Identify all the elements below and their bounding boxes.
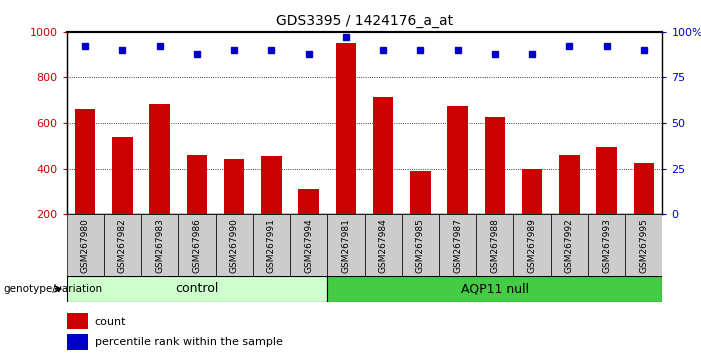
Text: genotype/variation: genotype/variation [4,284,102,294]
Text: GSM267993: GSM267993 [602,218,611,273]
Bar [299,189,319,214]
Text: control: control [175,282,219,295]
Bar [365,214,402,276]
Text: GSM267991: GSM267991 [267,218,276,273]
Text: GSM267981: GSM267981 [341,218,350,273]
Text: GSM267986: GSM267986 [193,218,201,273]
Title: GDS3395 / 1424176_a_at: GDS3395 / 1424176_a_at [276,14,453,28]
Bar [439,214,476,276]
Text: GSM267988: GSM267988 [491,218,499,273]
Bar [215,214,253,276]
Text: count: count [95,316,126,327]
Text: GSM267980: GSM267980 [81,218,90,273]
Text: GSM267985: GSM267985 [416,218,425,273]
Text: GSM267989: GSM267989 [528,218,536,273]
Bar [290,214,327,276]
Bar [327,214,365,276]
Text: GSM267995: GSM267995 [639,218,648,273]
Bar [112,137,132,214]
Bar [634,163,654,214]
Bar [327,276,662,302]
Text: GSM267984: GSM267984 [379,218,388,273]
Bar [224,159,245,214]
Text: percentile rank within the sample: percentile rank within the sample [95,337,283,347]
Text: GSM267987: GSM267987 [453,218,462,273]
Bar [149,104,170,214]
Bar [476,214,513,276]
Bar [402,214,439,276]
Bar [75,109,95,214]
Bar [261,156,282,214]
Bar [67,276,327,302]
Bar [67,334,88,350]
Text: GSM267982: GSM267982 [118,218,127,273]
Text: GSM267983: GSM267983 [155,218,164,273]
Bar [513,214,551,276]
Bar [67,313,88,329]
Bar [551,214,588,276]
Bar [410,171,430,214]
Bar [253,214,290,276]
Bar [597,147,617,214]
Bar [484,117,505,214]
Bar [67,214,104,276]
Bar [104,214,141,276]
Bar [178,214,216,276]
Bar [447,106,468,214]
Text: GSM267990: GSM267990 [230,218,238,273]
Bar [588,214,625,276]
Bar [186,155,207,214]
Bar [373,97,393,214]
Bar [625,214,662,276]
Bar [141,214,178,276]
Text: GSM267994: GSM267994 [304,218,313,273]
Text: AQP11 null: AQP11 null [461,282,529,295]
Bar [522,169,543,214]
Bar [336,43,356,214]
Bar [559,155,580,214]
Text: GSM267992: GSM267992 [565,218,574,273]
